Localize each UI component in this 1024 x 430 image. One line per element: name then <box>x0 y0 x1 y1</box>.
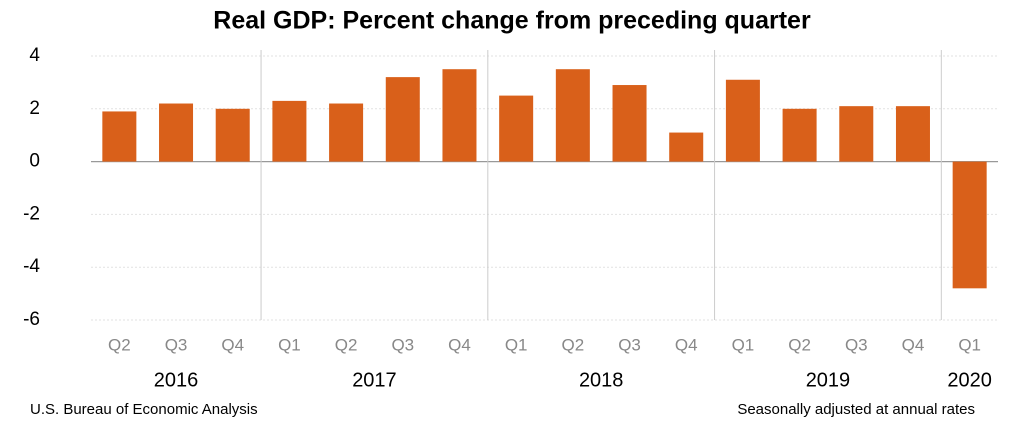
x-tick-label: Q2 <box>788 335 811 354</box>
group-label: 2020 <box>947 369 992 391</box>
x-tick-label: Q1 <box>958 335 981 354</box>
bar <box>669 132 704 162</box>
bar <box>725 79 760 162</box>
group-label: 2016 <box>154 369 199 391</box>
x-tick-label: Q1 <box>278 335 301 354</box>
x-tick-label: Q1 <box>732 335 755 354</box>
bar <box>555 69 590 162</box>
bar <box>329 103 364 162</box>
bar <box>952 161 987 289</box>
y-tick-label: -6 <box>23 309 40 330</box>
bar <box>102 111 137 162</box>
bar <box>782 108 817 162</box>
bar <box>385 77 420 162</box>
y-tick-label: 0 <box>29 151 40 172</box>
x-tick-label: Q1 <box>505 335 528 354</box>
bar <box>442 69 477 162</box>
bar <box>895 106 930 162</box>
x-tick-label: Q2 <box>108 335 131 354</box>
bar <box>612 85 647 162</box>
bar <box>272 100 307 162</box>
y-tick-label: -2 <box>23 203 40 224</box>
chart-title: Real GDP: Percent change from preceding … <box>213 7 811 35</box>
x-tick-label: Q3 <box>391 335 414 354</box>
x-tick-label: Q2 <box>335 335 358 354</box>
x-tick-label: Q2 <box>562 335 585 354</box>
y-tick-label: -4 <box>23 256 40 277</box>
x-tick-label: Q3 <box>845 335 868 354</box>
group-label: 2018 <box>579 369 624 391</box>
x-tick-label: Q3 <box>618 335 641 354</box>
x-tick-label: Q3 <box>165 335 188 354</box>
source: U.S. Bureau of Economic Analysis <box>30 401 258 418</box>
x-tick-label: Q4 <box>221 335 244 354</box>
bar <box>159 103 194 162</box>
group-label: 2019 <box>806 369 851 391</box>
x-tick-label: Q4 <box>902 335 925 354</box>
note: Seasonally adjusted at annual rates <box>737 401 975 418</box>
x-tick-label: Q4 <box>448 335 471 354</box>
group-label: 2017 <box>352 369 397 391</box>
y-tick-label: 4 <box>29 45 40 66</box>
bar <box>839 106 874 162</box>
y-tick-label: 2 <box>29 98 40 119</box>
bar <box>215 108 250 162</box>
x-tick-label: Q4 <box>675 335 698 354</box>
bar <box>499 95 534 162</box>
